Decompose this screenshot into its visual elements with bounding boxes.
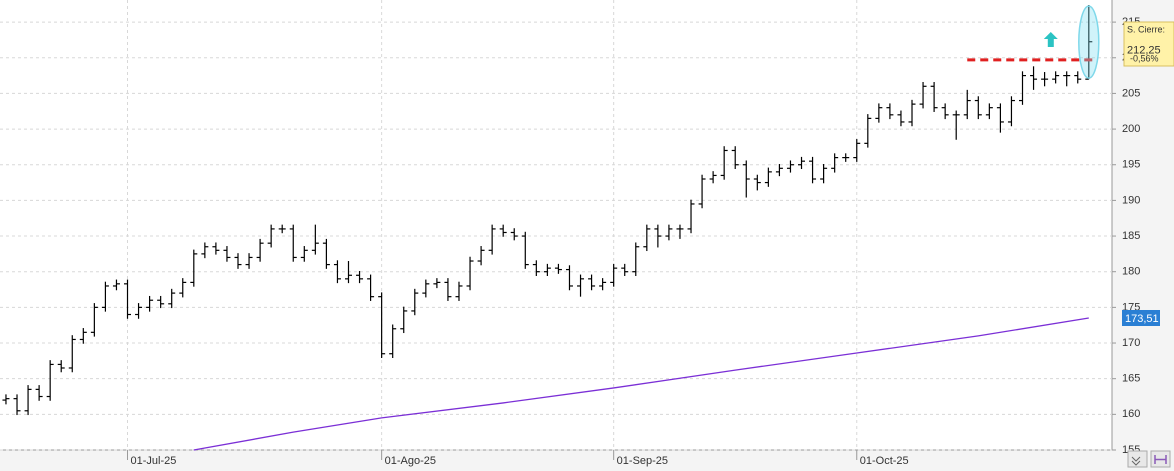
- last-label-value: 212,25: [1127, 45, 1161, 57]
- x-tick-label: 01-Ago-25: [385, 455, 436, 467]
- y-tick-label: 170: [1122, 337, 1140, 349]
- y-tick-label: 195: [1122, 159, 1140, 171]
- last-label-title: S. Cierre:: [1127, 24, 1165, 34]
- highlight-ellipse: [1078, 5, 1100, 79]
- moving-average: [193, 317, 1089, 451]
- labels: 1551601651701751801851901952002052102150…: [131, 16, 1174, 467]
- y-tick-label: 165: [1122, 373, 1140, 385]
- zoom-icon: [1131, 456, 1141, 466]
- y-tick-label: 205: [1122, 87, 1140, 99]
- x-tick-label: 01-Sep-25: [617, 455, 668, 467]
- y-tick-label: 180: [1122, 266, 1140, 278]
- up-arrow: [1043, 32, 1058, 47]
- y-tick-label: 185: [1122, 230, 1140, 242]
- y-tick-label: 190: [1122, 194, 1140, 206]
- marks: [2, 4, 1100, 451]
- plot-area: [0, 0, 1112, 450]
- x-tick-label: 01-Oct-25: [860, 455, 909, 467]
- last-label-box: [1123, 21, 1174, 67]
- axis-panel: [1112, 0, 1174, 471]
- ma-value-label: 173,51: [1125, 313, 1159, 325]
- x-tick-label: 01-Jul-25: [131, 455, 177, 467]
- y-tick-label: 160: [1122, 408, 1140, 420]
- home-icon: [1154, 455, 1167, 464]
- last-label-change: -0,56%: [1130, 53, 1159, 63]
- y-tick-label: 200: [1122, 123, 1140, 135]
- ma-label-box: [1122, 309, 1160, 326]
